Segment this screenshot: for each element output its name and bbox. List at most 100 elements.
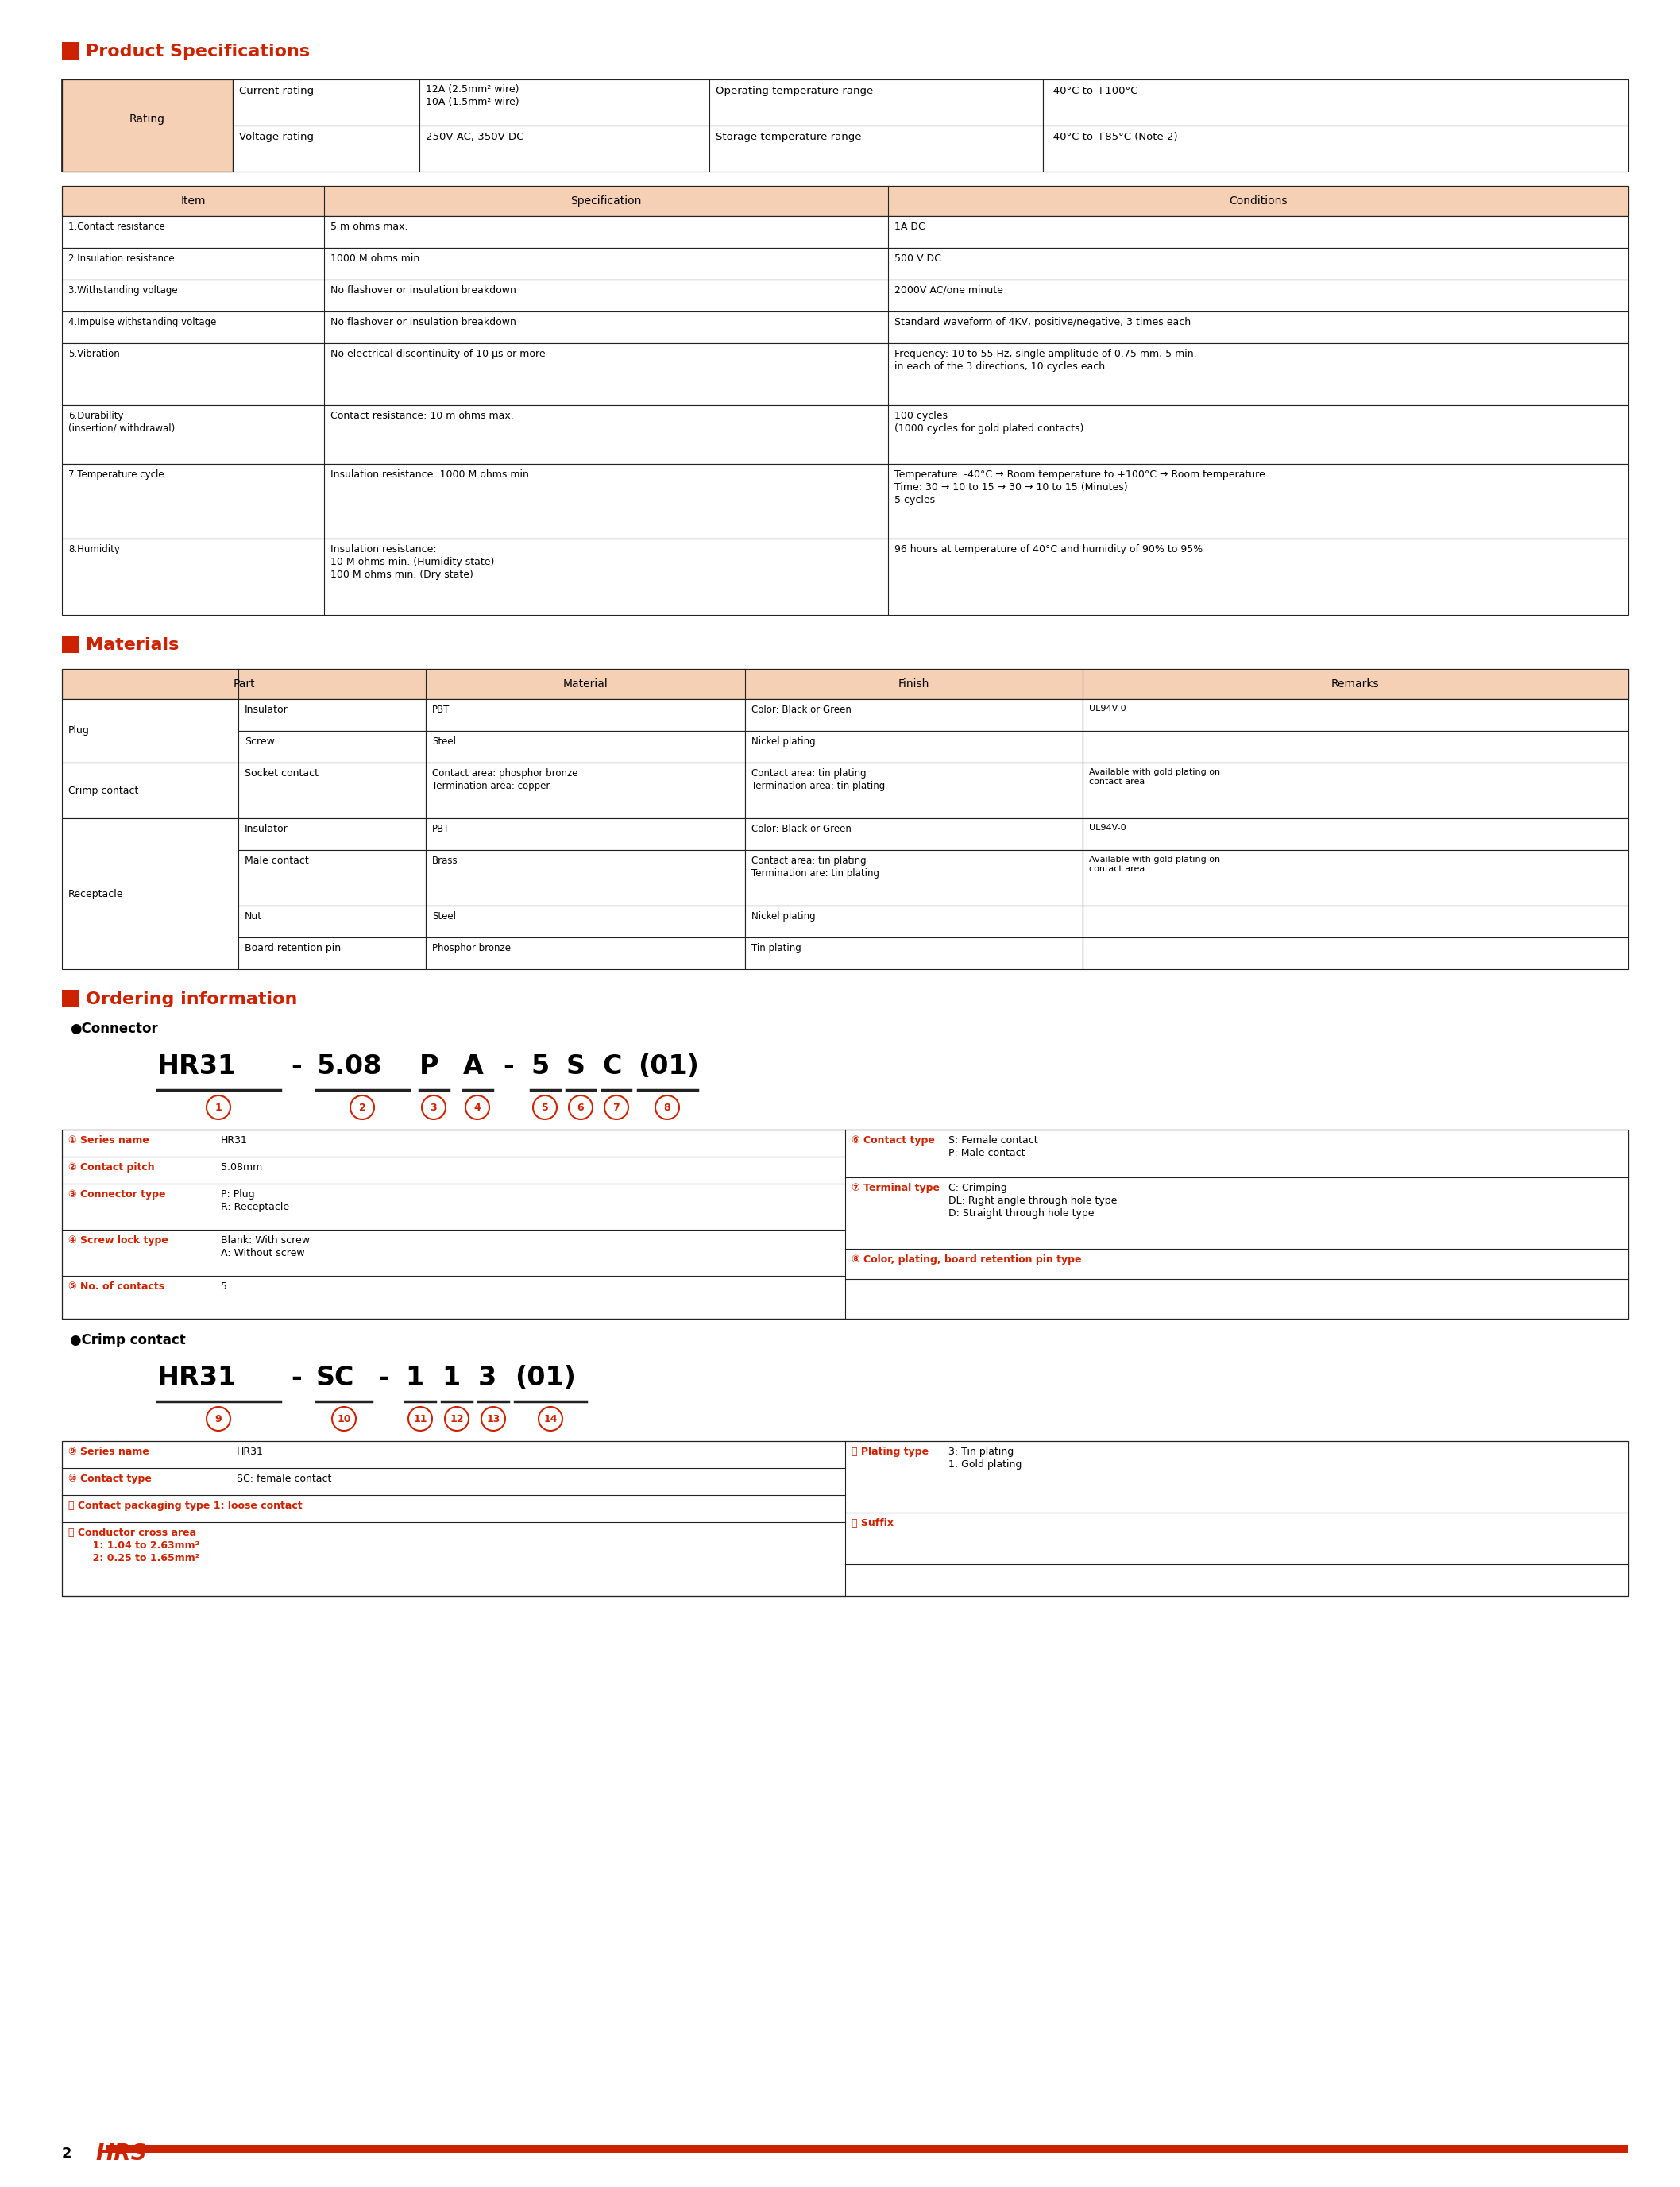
Text: Screw: Screw xyxy=(245,737,276,746)
Text: 5 m ohms max.: 5 m ohms max. xyxy=(331,221,408,232)
Bar xyxy=(744,851,1082,905)
Text: -: - xyxy=(291,1054,302,1080)
Text: 3: 3 xyxy=(430,1102,437,1113)
Text: 100 cycles
(1000 cycles for gold plated contacts): 100 cycles (1000 cycles for gold plated … xyxy=(894,411,1084,433)
Text: Contact area: tin plating
Termination area: tin plating: Contact area: tin plating Termination ar… xyxy=(751,768,885,792)
Bar xyxy=(239,938,425,969)
Text: PBT: PBT xyxy=(432,824,450,833)
Text: Blank: With screw
A: Without screw: Blank: With screw A: Without screw xyxy=(220,1236,309,1258)
Text: Materials: Materials xyxy=(86,636,180,654)
Text: 1: 1 xyxy=(215,1102,222,1113)
Text: Receptacle: Receptacle xyxy=(69,888,124,899)
Circle shape xyxy=(445,1406,469,1430)
Bar xyxy=(1082,818,1628,851)
Text: Contact area: phosphor bronze
Termination area: copper: Contact area: phosphor bronze Terminatio… xyxy=(432,768,578,792)
Bar xyxy=(62,700,239,763)
Text: ⑤ No. of contacts: ⑤ No. of contacts xyxy=(69,1282,165,1293)
Text: Finish: Finish xyxy=(897,678,929,689)
Bar xyxy=(425,700,744,730)
Text: Crimp contact: Crimp contact xyxy=(69,785,138,796)
Text: ③ Connector type: ③ Connector type xyxy=(69,1190,166,1198)
Text: (01): (01) xyxy=(638,1054,699,1080)
Text: 3.Withstanding voltage: 3.Withstanding voltage xyxy=(69,284,178,295)
Text: HR31: HR31 xyxy=(158,1054,237,1080)
Text: -: - xyxy=(291,1365,302,1391)
Text: 8: 8 xyxy=(664,1102,670,1113)
Text: Plug: Plug xyxy=(69,726,89,737)
Circle shape xyxy=(482,1406,506,1430)
Text: P: Plug
R: Receptacle: P: Plug R: Receptacle xyxy=(220,1190,289,1212)
Text: -: - xyxy=(378,1365,390,1391)
Text: 3: Tin plating
1: Gold plating: 3: Tin plating 1: Gold plating xyxy=(949,1446,1021,1470)
Circle shape xyxy=(533,1096,556,1120)
Text: 1: 1 xyxy=(405,1365,423,1391)
Text: Voltage rating: Voltage rating xyxy=(239,131,314,142)
Text: Steel: Steel xyxy=(432,912,455,921)
Text: ① Series name: ① Series name xyxy=(69,1135,150,1146)
Bar xyxy=(62,79,1628,171)
Text: Temperature: -40°C → Room temperature to +100°C → Room temperature
Time: 30 → 10: Temperature: -40°C → Room temperature to… xyxy=(894,470,1265,505)
Text: 5.08: 5.08 xyxy=(316,1054,381,1080)
Text: Insulator: Insulator xyxy=(245,704,289,715)
Text: 4: 4 xyxy=(474,1102,480,1113)
Text: HR31: HR31 xyxy=(220,1135,247,1146)
Text: ⑫ Conductor cross area
       1: 1.04 to 2.63mm²
       2: 0.25 to 1.65mm²: ⑫ Conductor cross area 1: 1.04 to 2.63mm… xyxy=(69,1529,200,1564)
Text: 2.Insulation resistance: 2.Insulation resistance xyxy=(69,254,175,265)
Text: 8.Humidity: 8.Humidity xyxy=(69,545,119,555)
Text: Insulation resistance: 1000 M ohms min.: Insulation resistance: 1000 M ohms min. xyxy=(331,470,533,479)
Text: PBT: PBT xyxy=(432,704,450,715)
Text: 10: 10 xyxy=(338,1413,351,1424)
Text: Part: Part xyxy=(234,678,255,689)
Bar xyxy=(62,818,239,969)
Bar xyxy=(106,2145,1628,2152)
Bar xyxy=(62,464,1628,538)
Text: -40°C to +85°C (Note 2): -40°C to +85°C (Note 2) xyxy=(1050,131,1178,142)
Text: Nut: Nut xyxy=(245,912,262,921)
Text: Material: Material xyxy=(563,678,608,689)
Text: 5.Vibration: 5.Vibration xyxy=(69,348,119,359)
Text: 5: 5 xyxy=(531,1054,549,1080)
Bar xyxy=(425,818,744,851)
Bar xyxy=(62,217,1628,247)
Bar xyxy=(234,79,420,125)
Bar xyxy=(62,1131,1628,1319)
Circle shape xyxy=(605,1096,628,1120)
Bar xyxy=(62,763,239,818)
Bar xyxy=(420,79,709,125)
Bar xyxy=(62,186,1628,217)
Text: Contact resistance: 10 m ohms max.: Contact resistance: 10 m ohms max. xyxy=(331,411,514,422)
Text: 12: 12 xyxy=(450,1413,464,1424)
Bar xyxy=(62,311,1628,343)
Bar xyxy=(1043,125,1628,171)
Text: ⑭ Suffix: ⑭ Suffix xyxy=(852,1518,894,1529)
Bar xyxy=(1082,730,1628,763)
Text: 2000V AC/one minute: 2000V AC/one minute xyxy=(894,284,1003,295)
Text: 2: 2 xyxy=(62,2145,72,2161)
Text: UL94V-0: UL94V-0 xyxy=(1089,824,1126,831)
Bar xyxy=(1082,938,1628,969)
Bar xyxy=(1082,905,1628,938)
Bar xyxy=(234,125,420,171)
Bar xyxy=(62,669,1628,700)
Bar xyxy=(62,280,1628,311)
Circle shape xyxy=(539,1406,563,1430)
Text: Storage temperature range: Storage temperature range xyxy=(716,131,862,142)
Text: Color: Black or Green: Color: Black or Green xyxy=(751,824,852,833)
Text: Item: Item xyxy=(180,195,205,206)
Text: Product Specifications: Product Specifications xyxy=(86,44,309,59)
Text: ⑦ Terminal type: ⑦ Terminal type xyxy=(852,1183,939,1194)
Text: Rating: Rating xyxy=(129,114,165,125)
Text: ⑬ Plating type: ⑬ Plating type xyxy=(852,1446,929,1457)
Text: -40°C to +100°C: -40°C to +100°C xyxy=(1050,85,1137,96)
Text: 5: 5 xyxy=(541,1102,548,1113)
Text: 250V AC, 350V DC: 250V AC, 350V DC xyxy=(425,131,524,142)
Text: 5: 5 xyxy=(220,1282,227,1293)
Bar xyxy=(62,1441,1628,1597)
Text: Operating temperature range: Operating temperature range xyxy=(716,85,874,96)
Bar xyxy=(744,938,1082,969)
Text: P: P xyxy=(420,1054,438,1080)
Text: Nickel plating: Nickel plating xyxy=(751,912,815,921)
Bar xyxy=(62,247,1628,280)
Bar xyxy=(1082,700,1628,730)
Circle shape xyxy=(408,1406,432,1430)
